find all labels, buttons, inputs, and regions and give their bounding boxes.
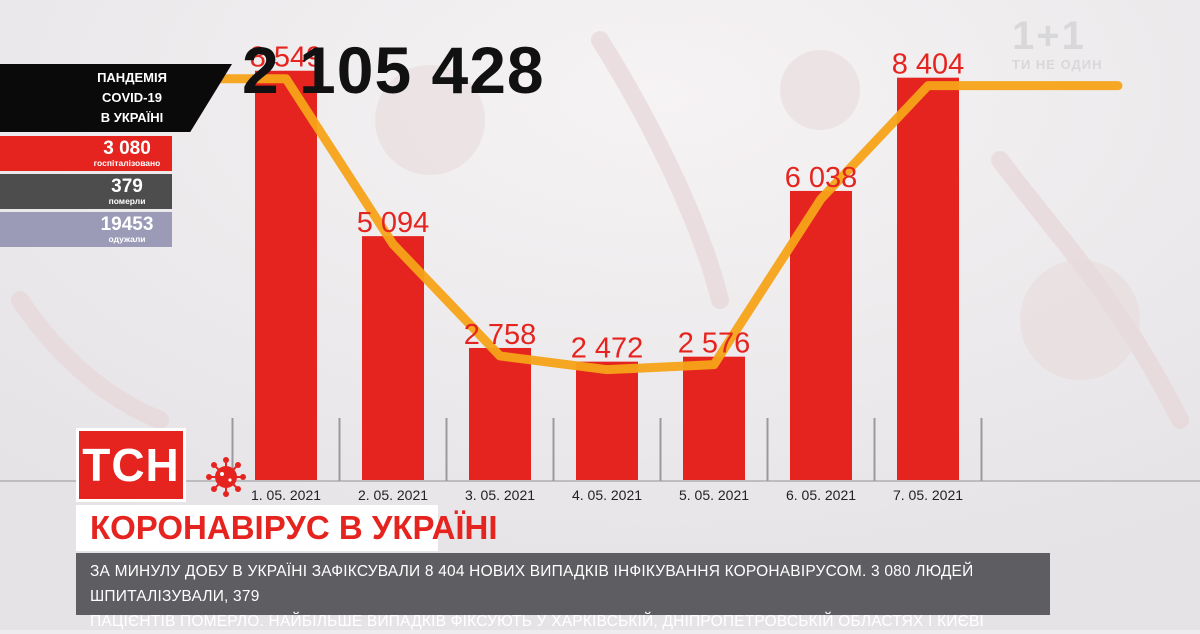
panel-title-line-3: В УКРАЇНІ [100,110,164,125]
panel-title: ПАНДЕМІЯ COVID-19 В УКРАЇНІ [0,64,232,132]
category-label-4: 4. 05. 2021 [572,487,642,503]
trend-line [165,74,1123,375]
value-label-3: 2 758 [464,319,537,351]
stat-hospitalized-value: 3 080 [103,138,151,159]
value-label-2: 5 094 [357,207,430,239]
bar-3 [469,347,531,480]
stat-died: 379 померли [0,174,172,209]
bar-2 [362,236,424,480]
category-label-5: 5. 05. 2021 [679,487,749,503]
value-label-6: 6 038 [785,162,858,194]
category-label-1: 1. 05. 2021 [251,487,321,503]
value-label-5: 2 576 [678,328,751,360]
logo-tagline: ТИ НЕ ОДИН [1012,57,1103,72]
bar-4 [576,361,638,480]
news-ticker: ЗА МИНУЛУ ДОБУ В УКРАЇНІ ЗАФІКСУВАЛИ 8 4… [76,553,1050,630]
bar-1 [255,70,317,480]
stat-hospitalized-label: госпіталізовано [93,158,161,168]
bar-5 [683,356,745,480]
category-label-7: 7. 05. 2021 [893,487,963,503]
stat-hospitalized: 3 080 госпіталізовано [0,136,172,171]
ticker-line-1: ЗА МИНУЛУ ДОБУ В УКРАЇНІ ЗАФІКСУВАЛИ 8 4… [90,563,974,605]
tsn-logo: ТСН [76,428,186,502]
headline: КОРОНАВІРУС В УКРАЇНІ [76,505,498,551]
value-label-1: 8 549 [250,42,323,74]
panel-title-line-1: ПАНДЕМІЯ [97,70,167,85]
bar-7 [897,77,959,481]
stat-recovered-value: 19453 [100,214,154,235]
stat-died-value: 379 [111,176,143,197]
logo-mark: 1+1 [1012,14,1086,58]
total-cases: 2 105 428 [242,33,545,107]
stat-recovered: 19453 одужали [0,212,172,247]
value-label-7: 8 404 [892,49,965,81]
channel-logo: 1+1 ТИ НЕ ОДИН [1012,14,1172,84]
virus-icon [206,457,246,497]
panel-title-line-2: COVID-19 [102,90,162,105]
category-label-3: 3. 05. 2021 [465,487,535,503]
ticker-line-2: ПАЦІЄНТІВ ПОМЕРЛО. НАЙБІЛЬШЕ ВИПАДКІВ ФІ… [90,613,985,630]
stat-died-label: померли [108,196,146,206]
stat-recovered-label: одужали [108,234,146,244]
category-label-2: 2. 05. 2021 [358,487,428,503]
category-label-6: 6. 05. 2021 [786,487,856,503]
value-label-4: 2 472 [571,333,644,365]
